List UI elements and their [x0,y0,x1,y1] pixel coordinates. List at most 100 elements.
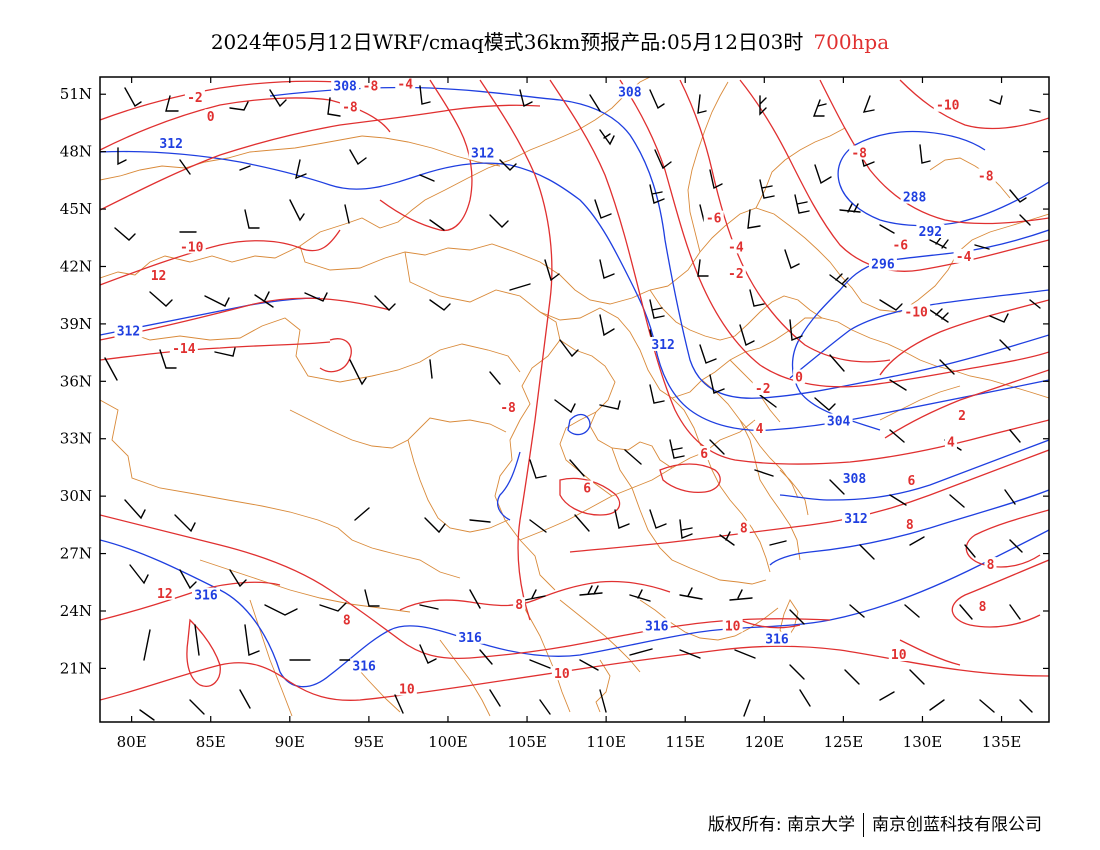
height-contour-label-bg [649,336,678,351]
temperature-contour-label: 8 [515,598,523,613]
y-tick-label: 48N [60,143,92,161]
temperature-contour-label-bg [204,109,217,124]
x-tick-label: 110E [586,733,626,751]
height-contour-label: 308 [618,85,642,100]
temperature-contour-label: 8 [979,600,987,615]
temperature-contour-label-bg [184,90,205,105]
temperature-contour-label: 4 [756,422,764,437]
temperature-contour-label: -10 [904,305,928,320]
y-tick-label: 24N [60,602,92,620]
height-contour-label-bg [642,618,671,633]
temperature-contour-label-bg [722,618,743,633]
temperature-contour-label-bg [498,400,519,415]
y-tick-label: 21N [60,659,92,677]
temperature-contour-label: 12 [157,587,173,602]
temperature-contour-label: -4 [728,240,744,255]
temperature-contour-label-bg [177,239,206,254]
height-contour-label: 312 [651,338,674,353]
temperature-contour-label: 10 [399,682,415,697]
temperature-contour-label-bg [360,78,381,93]
temperature-contour-label-bg [753,421,766,436]
title-main: 2024年05月12日WRF/cmaq模式36km预报产品:05月12日03时 [210,30,804,54]
temperature-contour-label: 8 [343,614,351,629]
temperature-contour-label-bg [890,237,911,252]
height-contour-label: 308 [333,80,357,95]
temperature-contour-label-bg [984,557,997,572]
y-tick-label: 51N [60,85,92,103]
temperature-contour-label: -10 [936,99,960,114]
temperature-contour-label-bg [339,99,360,114]
height-contour-label: 304 [827,415,851,430]
temperature-contour-label-bg [956,407,969,422]
temperature-contour-label: 0 [795,370,803,385]
y-tick-label: 30N [60,487,92,505]
height-contour-label-bg [331,78,360,93]
temperature-contour-label: -8 [851,147,867,162]
temperature-contour-label: -6 [706,212,722,227]
x-tick-label: 125E [824,733,864,751]
temperature-contour-label: -6 [892,238,908,253]
x-tick-label: 100E [428,733,468,751]
temperature-contour-label-bg [395,76,416,91]
plot-frame [99,76,1050,723]
height-contour-label: 312 [117,325,140,340]
temperature-contour-label-bg [698,446,711,461]
y-tick-label: 33N [60,430,92,448]
temperature-contour-label: 6 [907,474,915,489]
temperature-contour-label: 10 [891,648,907,663]
temperature-contour-label: 10 [725,619,741,634]
temperature-contour-label-bg [888,647,909,662]
temperature-contour-label: -10 [180,240,204,255]
temperature-contour-label-bg [944,434,957,449]
y-tick-label: 45N [60,200,92,218]
x-tick-label: 90E [275,733,305,751]
x-tick-label: 85E [196,733,226,751]
x-tick-label: 95E [354,733,384,751]
temperature-contour-label: 4 [947,436,955,451]
copyright-left: 版权所有: 南京大学 [707,815,855,835]
wind-barbs [104,85,1041,721]
temperature-contour-label-bg [340,612,353,627]
height-contour-label-bg [842,511,871,526]
temperature-contour-label-bg [793,369,806,384]
height-contour-label: 312 [159,137,182,152]
temperature-contour-labels: -8 -4 -8 -2 0 -10 12 -14 -8 -8 -6 -4 -2 -6 -4 -10 -8 -10 -… [148,76,997,697]
height-contour-label-bg [824,413,853,428]
y-tick-label: 39N [60,315,92,333]
height-contour-label: 316 [458,631,482,646]
x-tick-label: 135E [982,733,1022,751]
temperature-contour-label: -4 [956,250,972,265]
temperature-contour-label: -4 [397,78,413,93]
temperature-contour-label-bg [148,268,169,283]
height-contour-label-bg [114,323,143,338]
temperature-contour-label: 2 [958,409,966,424]
height-contour-label-bg [191,587,220,602]
temperature-contour-label: 0 [207,110,215,125]
temperature-contour-label-bg [725,266,746,281]
temperature-contour-label: 6 [583,481,591,496]
temperature-contour-label-bg [703,210,724,225]
x-tick-label: 105E [507,733,547,751]
height-contour-label-bg [762,631,791,646]
height-contour-label: 312 [844,512,867,527]
temperature-contour-label: -8 [500,401,516,416]
temperature-contour-label: -2 [187,91,203,106]
temperature-contour-label-bg [976,599,989,614]
temperature-contour-label: 8 [740,522,748,537]
temperature-contour-label-bg [581,480,594,495]
temperature-contour-label: 8 [987,558,995,573]
height-contour-label-bg [916,224,945,239]
title-level: 700hpa [813,30,890,54]
height-contour-label-bg [868,256,897,271]
temperature-contour-label-bg [752,380,773,395]
temperature-contour-label-bg [513,597,526,612]
temperature-contour-label: 8 [906,518,914,533]
chart-title: 2024年05月12日WRF/cmaq模式36km预报产品:05月12日03时 7… [0,26,1100,55]
temperature-contour-label-bg [953,248,974,263]
temperature-contour-label: -8 [342,101,358,116]
height-contour-label-bg [468,145,497,160]
temperature-contour-label: -2 [755,382,771,397]
height-contours [100,86,1049,688]
x-tick-label: 130E [903,733,943,751]
footer-separator [863,813,864,837]
